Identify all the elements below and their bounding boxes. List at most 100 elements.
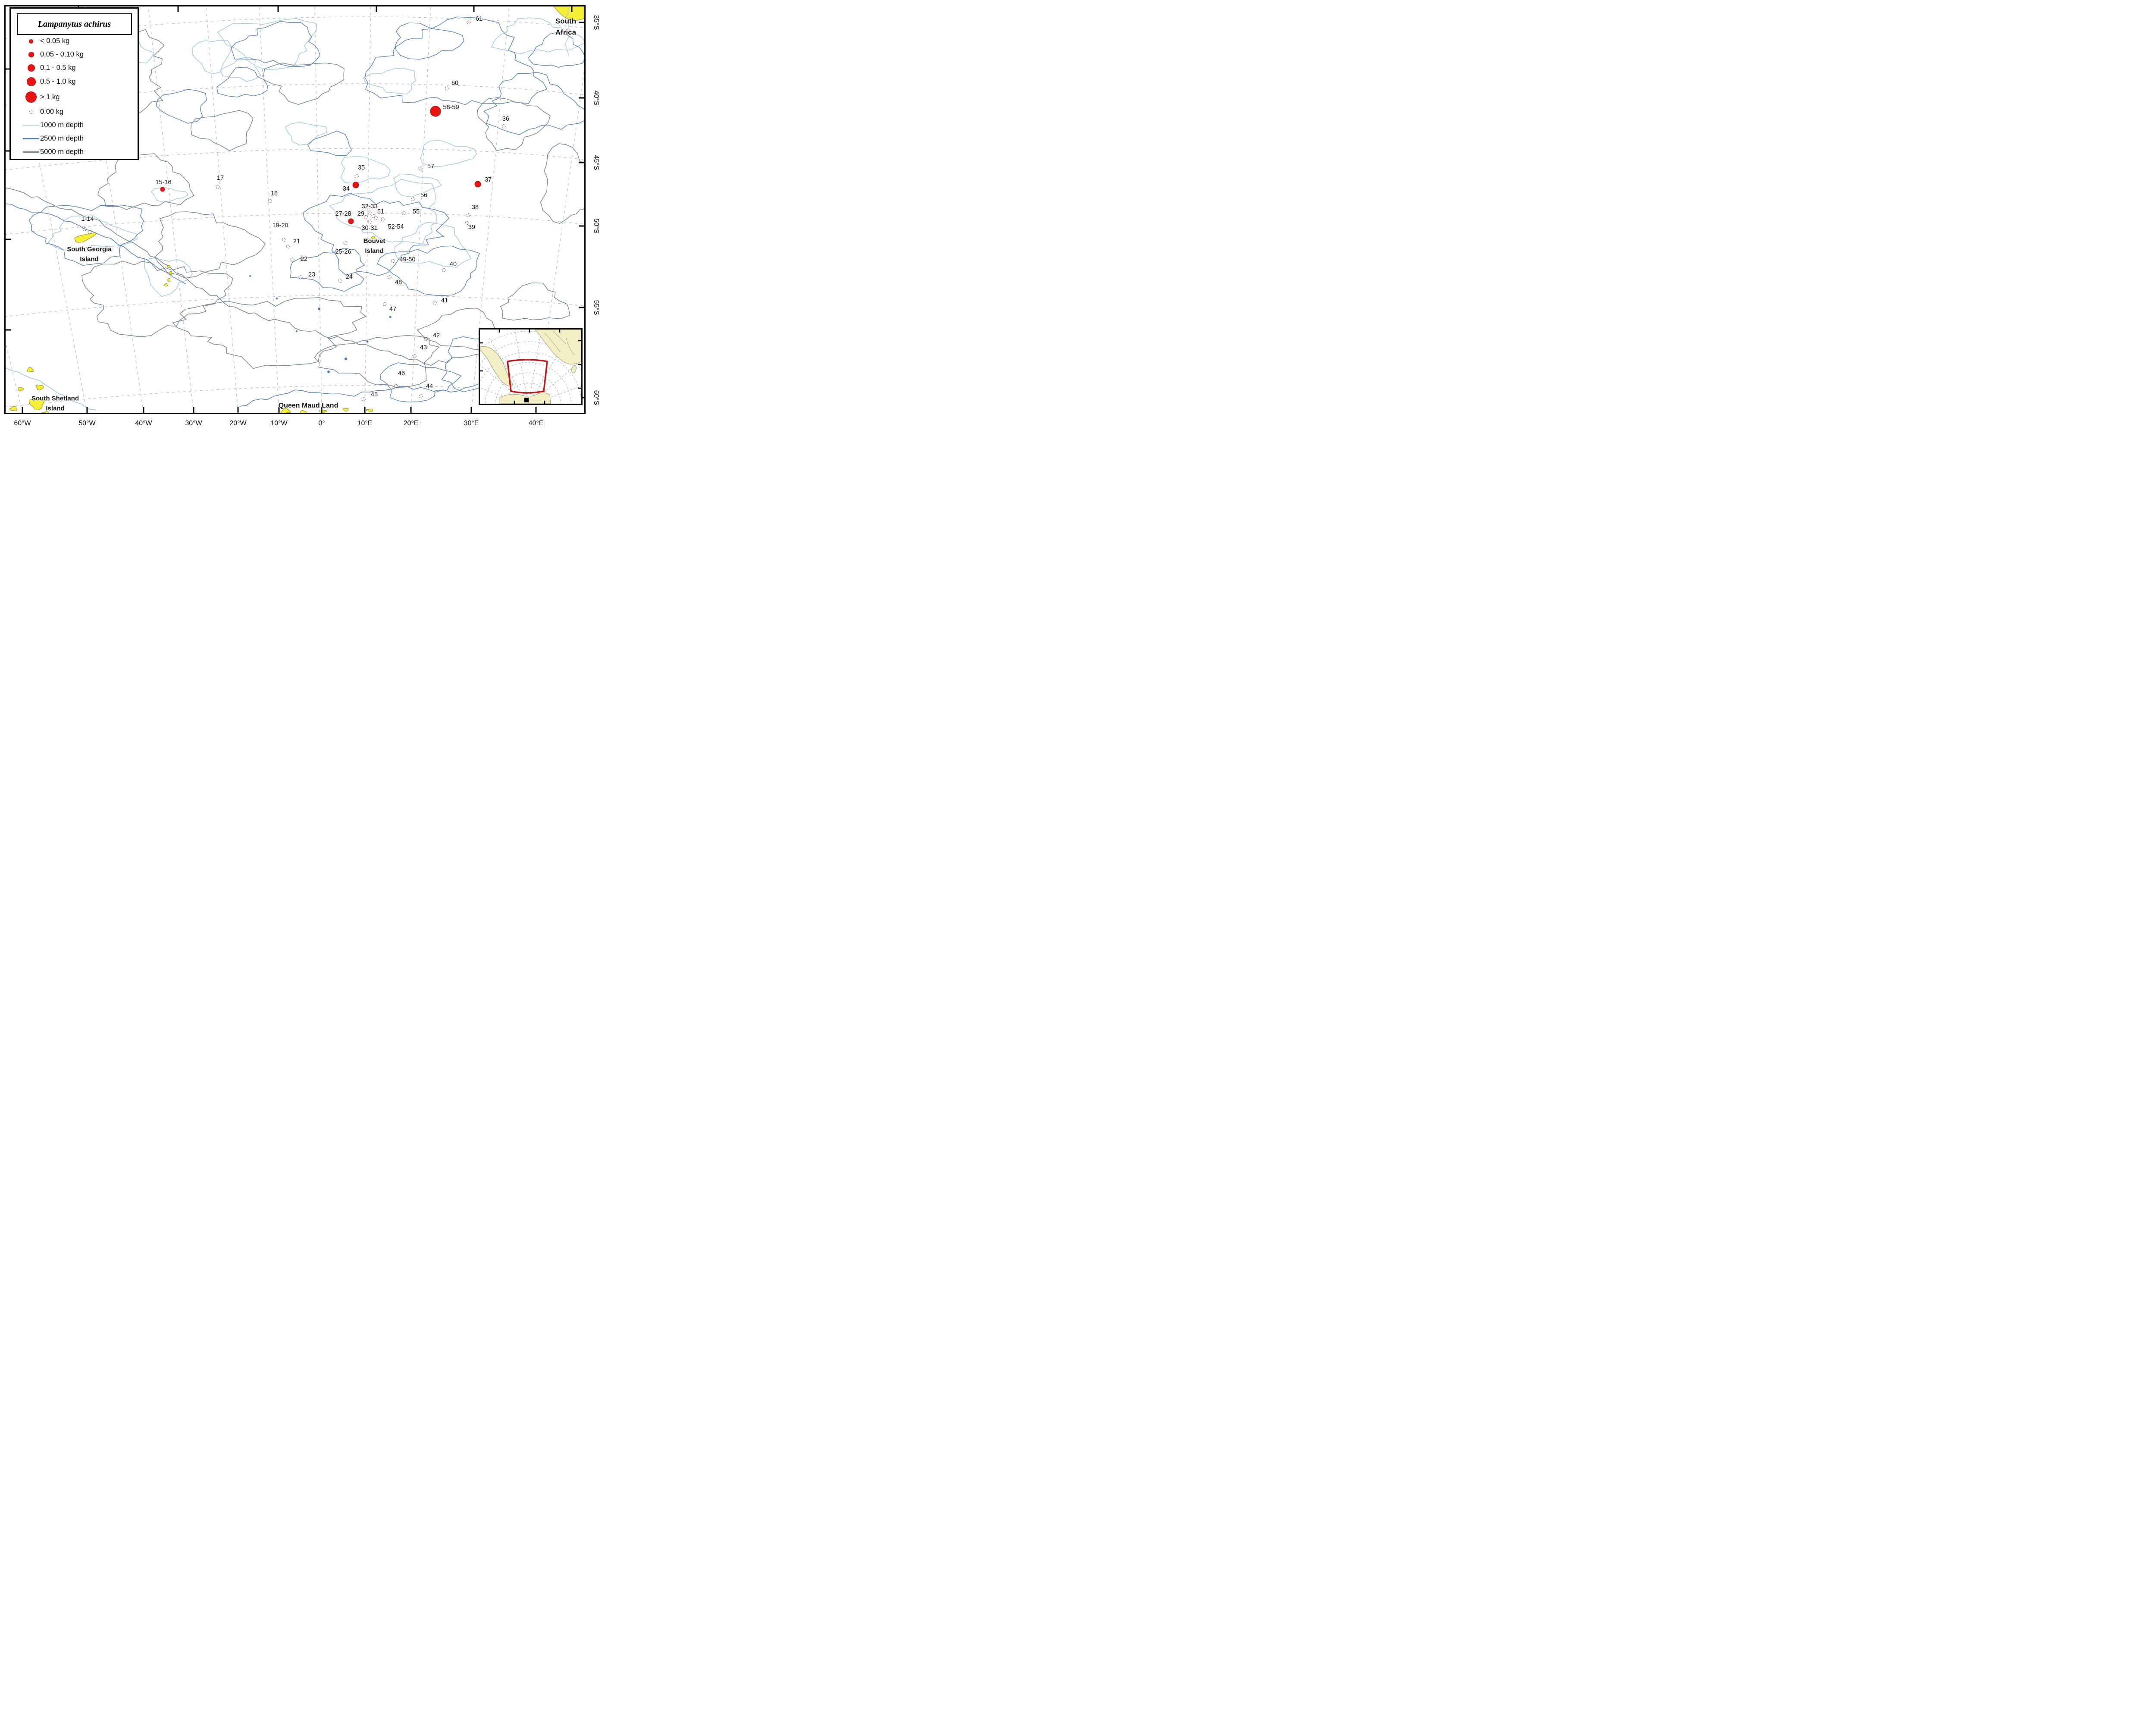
station-marker-52-54: [381, 217, 385, 222]
legend-item-0: < 0.05 kg: [22, 37, 134, 45]
station-label-25-26: 25-26: [335, 248, 351, 255]
legend-item-1: 0.05 - 0.10 kg: [22, 50, 134, 59]
legend-item-label: 5000 m depth: [40, 148, 84, 156]
legend: Lampanytus achirus < 0.05 kg 0.05 - 0.10 …: [9, 7, 139, 160]
x-axis-label-20°W: 20°W: [229, 420, 247, 427]
station-label-17: 17: [216, 175, 224, 182]
station-label-21: 21: [293, 238, 301, 245]
station-marker-48: [387, 275, 392, 279]
y-axis-label-60°S: 60°S: [592, 390, 600, 405]
station-label-52-54: 52-54: [388, 223, 404, 230]
station-marker-42: [424, 337, 428, 341]
station-label-38: 38: [471, 204, 479, 211]
station-marker-41: [432, 301, 437, 305]
legend-item-4: > 1 kg: [22, 91, 134, 103]
station-marker-23: [298, 275, 303, 279]
legend-item-label: 2500 m depth: [40, 135, 84, 142]
station-marker-29: [364, 215, 368, 219]
station-marker-30-31: [368, 220, 372, 224]
station-label-51: 51: [377, 208, 385, 215]
place-label-bouvet-island: Bouvet Island: [363, 237, 385, 255]
place-label-south-georgia-island: South Georgia Island: [67, 245, 112, 263]
x-axis-label-30°W: 30°W: [185, 420, 202, 427]
catch-size-icon: [22, 52, 40, 57]
x-axis-label-40°E: 40°E: [528, 420, 544, 427]
y-axis-label-40°S: 40°S: [592, 90, 600, 106]
distribution-map-figure: 1-14 15-16 17 18 19-20 21 22 23 24 25-26 27-28 29 30…: [0, 0, 605, 431]
station-marker-1-14: [82, 227, 87, 231]
legend-item-label: < 0.05 kg: [40, 37, 70, 45]
station-label-42: 42: [432, 332, 440, 339]
inset-overview-map: [479, 328, 583, 405]
station-label-36: 36: [502, 116, 510, 122]
legend-item-3: 0.5 - 1.0 kg: [22, 77, 134, 86]
x-axis-label-10°E: 10°E: [357, 420, 373, 427]
station-marker-40: [442, 268, 446, 272]
x-axis-label-30°E: 30°E: [464, 420, 479, 427]
station-marker-60: [445, 86, 449, 91]
station-label-46: 46: [398, 370, 405, 377]
x-axis-label-20°E: 20°E: [403, 420, 419, 427]
station-marker-15-16: [160, 187, 165, 192]
legend-item-label: 1000 m depth: [40, 121, 84, 129]
station-label-45: 45: [370, 391, 378, 398]
legend-item-8: 5000 m depth: [22, 148, 134, 156]
catch-size-icon: [22, 91, 40, 103]
station-label-40: 40: [449, 261, 457, 268]
legend-item-label: 0.05 - 0.10 kg: [40, 50, 84, 58]
station-marker-38: [466, 213, 470, 217]
place-label-south-shetland-island: South Shetland Island: [31, 395, 79, 412]
legend-item-label: 0.5 - 1.0 kg: [40, 78, 76, 85]
station-label-29: 29: [357, 210, 365, 217]
station-marker-34: [352, 182, 359, 188]
station-label-44: 44: [426, 383, 433, 390]
station-label-34: 34: [342, 185, 350, 192]
station-marker-43: [412, 354, 417, 358]
station-marker-37: [474, 181, 481, 188]
y-axis-label-45°S: 45°S: [592, 155, 600, 170]
legend-item-6: 1000 m depth: [22, 121, 134, 129]
station-marker-44: [419, 394, 423, 399]
legend-item-label: 0.1 - 0.5 kg: [40, 64, 76, 72]
y-axis-label-35°S: 35°S: [592, 15, 600, 30]
station-marker-47: [382, 302, 387, 306]
station-label-22: 22: [300, 256, 308, 263]
station-marker-51: [374, 216, 378, 220]
station-marker-46: [394, 384, 398, 388]
catch-size-icon: [22, 77, 40, 86]
station-label-24: 24: [345, 273, 353, 280]
station-marker-32-33: [367, 210, 372, 215]
legend-item-label: 0.00 kg: [40, 108, 64, 116]
station-marker-58-59: [430, 106, 441, 117]
legend-item-label: > 1 kg: [40, 93, 60, 101]
y-axis-label-50°S: 50°S: [592, 218, 600, 234]
station-marker-19-20: [282, 238, 286, 242]
station-marker-22: [290, 257, 295, 262]
station-label-43: 43: [420, 344, 427, 351]
x-axis-label-50°W: 50°W: [78, 420, 96, 427]
station-label-19-20: 19-20: [272, 222, 288, 229]
station-label-61: 61: [475, 16, 483, 22]
x-axis-label-10°W: 10°W: [270, 420, 288, 427]
legend-item-7: 2500 m depth: [22, 135, 134, 143]
station-label-48: 48: [395, 279, 402, 286]
station-label-30-31: 30-31: [361, 225, 378, 232]
station-marker-55: [401, 211, 406, 215]
station-marker-24: [338, 279, 342, 283]
station-marker-27-28: [348, 218, 354, 224]
station-label-41: 41: [441, 297, 448, 304]
legend-title: Lampanytus achirus: [17, 13, 132, 35]
station-label-23: 23: [308, 271, 316, 278]
legend-items: < 0.05 kg 0.05 - 0.10 kg 0.1 - 0.5 kg 0.5 -…: [22, 37, 134, 156]
place-label-queen-maud-land: Queen Maud Land: [278, 402, 338, 409]
station-marker-39: [465, 221, 469, 225]
station-label-47: 47: [389, 306, 397, 313]
station-marker-61: [467, 20, 471, 25]
station-marker-18: [268, 199, 272, 203]
x-axis-label-60°W: 60°W: [14, 420, 31, 427]
x-axis-label-0°: 0°: [318, 420, 325, 427]
legend-item-5: 0.00 kg: [22, 108, 134, 116]
station-label-39: 39: [468, 224, 476, 231]
station-label-56: 56: [420, 192, 428, 199]
station-marker-25-26: [343, 241, 348, 245]
